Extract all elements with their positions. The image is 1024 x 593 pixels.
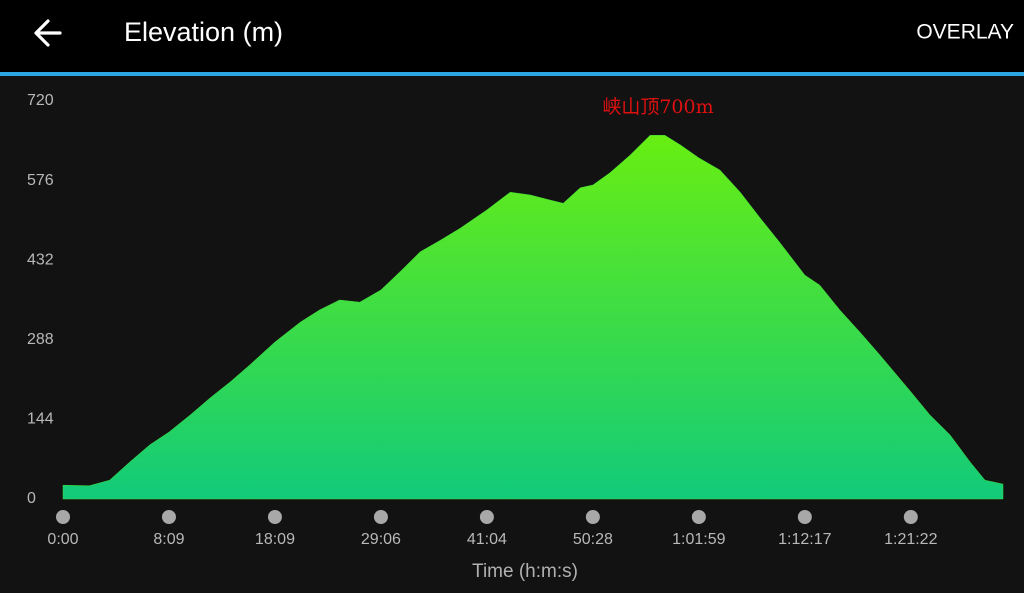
y-tick-label: 144 [27, 411, 54, 428]
x-tick-label: 1:12:17 [778, 531, 831, 548]
y-tick-label: 432 [27, 251, 54, 268]
overlay-button[interactable]: OVERLAY [916, 21, 1014, 44]
y-tick-label: 0 [27, 490, 36, 507]
x-tick-label: 29:06 [361, 531, 401, 548]
x-tick-dot [479, 510, 494, 524]
app-bar [0, 0, 1024, 72]
x-tick-dot [585, 510, 600, 524]
x-tick-label: 1:21:22 [884, 531, 937, 548]
x-tick-label: 50:28 [573, 531, 613, 548]
x-tick-dot [161, 510, 176, 524]
peak-annotation: 峡山顶700m [602, 96, 713, 118]
x-tick-dot [373, 510, 388, 524]
x-tick-label: 1:01:59 [672, 531, 725, 548]
x-tick-dot [797, 510, 812, 524]
app-bar-underline [0, 72, 1024, 76]
x-tick-label: 0:00 [47, 531, 78, 548]
x-tick-label: 41:04 [467, 531, 507, 548]
x-tick-dot [903, 510, 918, 524]
x-tick-dot [691, 510, 706, 524]
back-arrow[interactable] [34, 19, 62, 47]
x-tick-label: 8:09 [153, 531, 184, 548]
x-tick-dot [267, 510, 282, 524]
chart: 0 144 288 432 576 720 0:00 8:09 18:09 29:06 41:04 5… [27, 92, 1004, 582]
back-button[interactable] [34, 19, 62, 47]
y-tick-label: 576 [27, 172, 54, 189]
x-tick-dot [56, 510, 70, 524]
x-tick-label: 18:09 [255, 531, 295, 548]
elevation-area [62, 135, 1004, 500]
screen-title: Elevation (m) [124, 17, 283, 47]
x-axis-title: Time (h:m:s) [472, 561, 578, 582]
y-tick-label: 720 [27, 92, 54, 109]
y-tick-label: 288 [27, 331, 54, 348]
